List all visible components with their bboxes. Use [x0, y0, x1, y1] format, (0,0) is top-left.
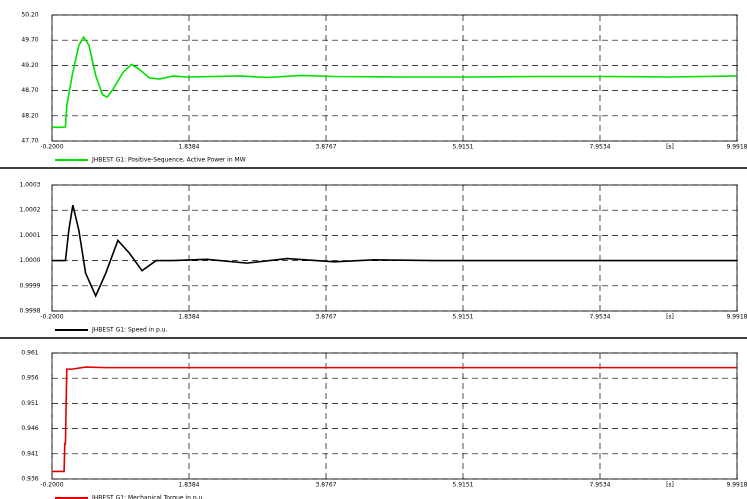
y-tick-label: 50.20: [21, 12, 38, 19]
plot-frame: [51, 184, 738, 312]
y-tick-label: 48.20: [21, 112, 38, 119]
y-tick-label: 0.946: [21, 425, 38, 432]
x-axis-label: [s]: [666, 144, 674, 151]
y-tick-label: 49.70: [21, 37, 38, 44]
x-tick-label: 9.9918: [727, 144, 747, 151]
y-tick-label: 1.0000: [20, 257, 41, 264]
y-tick-label: 0.956: [21, 375, 38, 382]
y-tick-label: 0.9998: [20, 308, 41, 315]
legend-label: JHBEST G1: Mechanical Torque in p.u.: [91, 495, 204, 499]
y-tick-label: 0.936: [21, 476, 38, 483]
x-tick-label: 5.9151: [453, 144, 474, 151]
legend-label: JHBEST G1: Speed in p.u.: [91, 327, 168, 334]
y-tick-label: 0.941: [21, 450, 38, 457]
y-tick-label: 48.70: [21, 87, 38, 94]
data-line: [51, 35, 737, 129]
x-tick-label: 9.9918: [727, 482, 747, 489]
y-tick-label: 0.961: [21, 350, 38, 357]
x-tick-label: 3.8767: [315, 144, 336, 151]
x-tick-label: -0.2000: [40, 314, 63, 321]
x-tick-label: 1.8384: [179, 482, 200, 489]
x-tick-label: 1.8384: [179, 144, 200, 151]
plot-frame: [51, 14, 738, 142]
x-tick-label: 5.9151: [453, 482, 474, 489]
x-axis-label: [s]: [666, 482, 674, 489]
x-tick-label: 7.9534: [589, 314, 610, 321]
y-tick-label: 0.951: [21, 400, 38, 407]
x-tick-label: -0.2000: [40, 482, 63, 489]
y-tick-label: 1.0001: [20, 232, 41, 239]
x-tick-label: 9.9918: [727, 314, 747, 321]
y-tick-label: 49.20: [21, 62, 38, 69]
x-axis-label: [s]: [666, 314, 674, 321]
x-tick-label: 7.9534: [589, 482, 610, 489]
x-tick-label: 3.8767: [315, 482, 336, 489]
x-tick-label: 5.9151: [453, 314, 474, 321]
plot-frame: [51, 352, 738, 480]
x-tick-label: 7.9534: [589, 144, 610, 151]
y-tick-label: 1.0002: [20, 207, 41, 214]
y-tick-label: 0.9999: [20, 282, 41, 289]
x-tick-label: 3.8767: [315, 314, 336, 321]
x-tick-label: 1.8384: [179, 314, 200, 321]
y-tick-label: 1.0003: [20, 182, 41, 189]
data-line: [52, 204, 737, 298]
data-line: [52, 366, 737, 473]
y-tick-label: 47.70: [21, 138, 38, 145]
x-tick-label: -0.2000: [40, 144, 63, 151]
legend-label: JHBEST G1: Positive-Sequence, Active Pow…: [91, 157, 246, 164]
